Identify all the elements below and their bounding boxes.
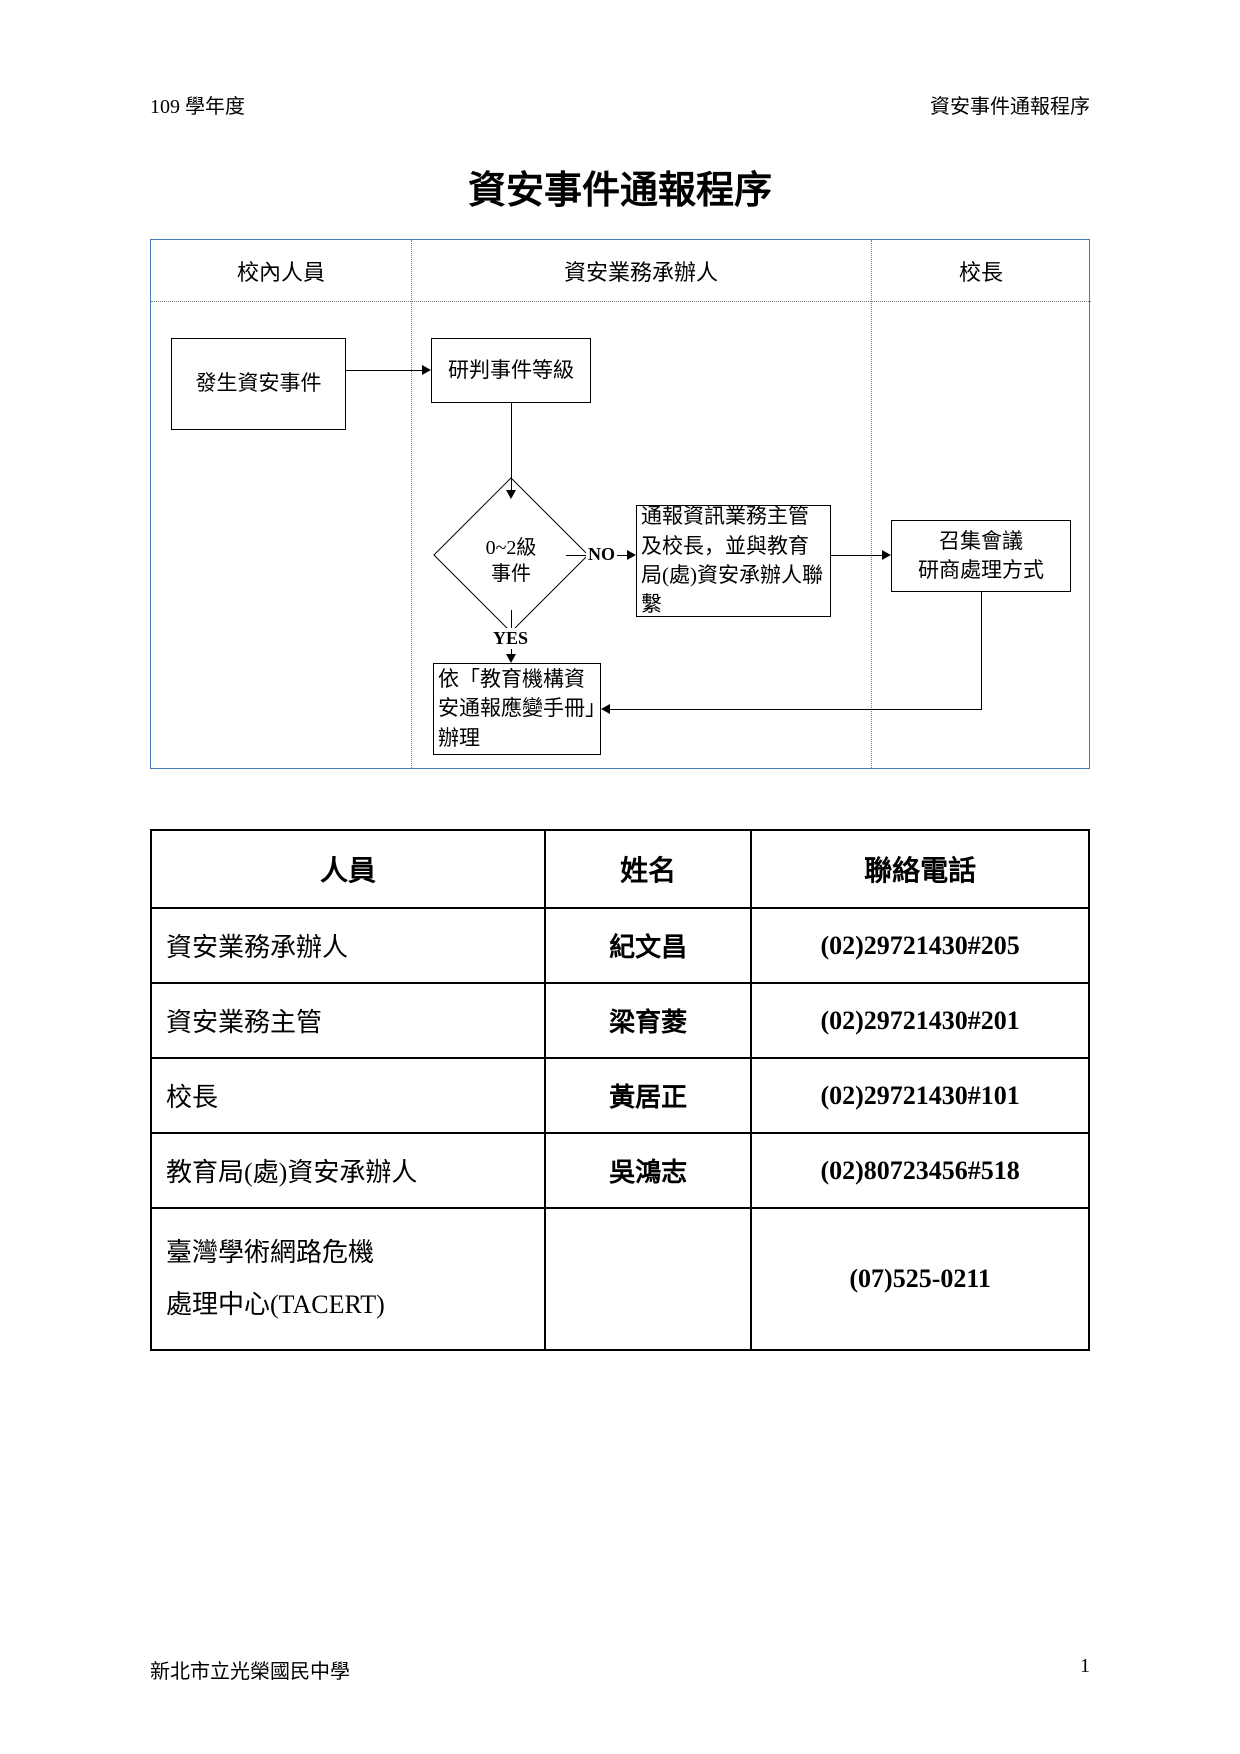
page-header: 109 學年度 資安事件通報程序 — [150, 90, 1090, 119]
table-row: 教育局(處)資安承辦人 吳鴻志 (02)80723456#518 — [151, 1133, 1089, 1208]
header-right: 資安事件通報程序 — [930, 90, 1090, 119]
cell-name: 梁育菱 — [545, 983, 751, 1058]
th-role: 人員 — [151, 830, 545, 908]
edge — [346, 370, 422, 371]
cell-role: 校長 — [151, 1058, 545, 1133]
node-assess: 研判事件等級 — [431, 338, 591, 403]
table-row: 校長 黃居正 (02)29721430#101 — [151, 1058, 1089, 1133]
lane-divider — [871, 240, 872, 768]
lane-header-internal: 校內人員 — [151, 240, 411, 302]
table-row: 臺灣學術網路危機處理中心(TACERT) (07)525-0211 — [151, 1208, 1089, 1350]
table-body: 資安業務承辦人 紀文昌 (02)29721430#205 資安業務主管 梁育菱 … — [151, 908, 1089, 1350]
node-handbook: 依「教育機構資安通報應變手冊」辦理 — [433, 663, 601, 755]
edge-label-no: NO — [586, 544, 617, 565]
header-left: 109 學年度 — [150, 90, 245, 119]
arrowhead-icon — [882, 550, 891, 560]
cell-name — [545, 1208, 751, 1350]
edge — [511, 403, 512, 493]
cell-name: 吳鴻志 — [545, 1133, 751, 1208]
cell-phone: (02)80723456#518 — [751, 1133, 1089, 1208]
footer-right: 1 — [1080, 1655, 1090, 1684]
edge — [831, 555, 883, 556]
cell-phone: (07)525-0211 — [751, 1208, 1089, 1350]
page-footer: 新北市立光榮國民中學 1 — [150, 1655, 1090, 1684]
flowchart: 校內人員 資安業務承辦人 校長 發生資安事件 研判事件等級 0~2級事件 通報資… — [150, 239, 1090, 769]
lane-header-principal: 校長 — [871, 240, 1091, 302]
arrowhead-icon — [506, 490, 516, 499]
contact-table: 人員 姓名 聯絡電話 資安業務承辦人 紀文昌 (02)29721430#205 … — [150, 829, 1090, 1351]
cell-name: 紀文昌 — [545, 908, 751, 983]
arrowhead-icon — [601, 704, 610, 714]
edge-label-yes: YES — [491, 628, 530, 649]
node-notify: 通報資訊業務主管及校長，並與教育局(處)資安承辦人聯繫 — [636, 505, 831, 617]
arrowhead-icon — [506, 654, 516, 663]
cell-role: 臺灣學術網路危機處理中心(TACERT) — [151, 1208, 545, 1350]
table-header-row: 人員 姓名 聯絡電話 — [151, 830, 1089, 908]
arrowhead-icon — [627, 550, 636, 560]
page: 109 學年度 資安事件通報程序 資安事件通報程序 校內人員 資安業務承辦人 校… — [0, 0, 1240, 1754]
edge — [610, 709, 982, 710]
lane-header-handler: 資安業務承辦人 — [411, 240, 871, 302]
arrowhead-icon — [422, 365, 431, 375]
cell-role: 教育局(處)資安承辦人 — [151, 1133, 545, 1208]
node-incident: 發生資安事件 — [171, 338, 346, 430]
table-row: 資安業務承辦人 紀文昌 (02)29721430#205 — [151, 908, 1089, 983]
th-name: 姓名 — [545, 830, 751, 908]
footer-left: 新北市立光榮國民中學 — [150, 1655, 350, 1684]
cell-name: 黃居正 — [545, 1058, 751, 1133]
edge — [981, 592, 982, 709]
cell-phone: (02)29721430#201 — [751, 983, 1089, 1058]
th-phone: 聯絡電話 — [751, 830, 1089, 908]
page-title: 資安事件通報程序 — [150, 159, 1090, 214]
cell-role: 資安業務主管 — [151, 983, 545, 1058]
cell-role: 資安業務承辦人 — [151, 908, 545, 983]
lane-divider — [411, 240, 412, 768]
cell-phone: (02)29721430#101 — [751, 1058, 1089, 1133]
node-decision-label: 0~2級事件 — [456, 535, 566, 587]
cell-phone: (02)29721430#205 — [751, 908, 1089, 983]
node-meeting: 召集會議研商處理方式 — [891, 520, 1071, 592]
table-row: 資安業務主管 梁育菱 (02)29721430#201 — [151, 983, 1089, 1058]
